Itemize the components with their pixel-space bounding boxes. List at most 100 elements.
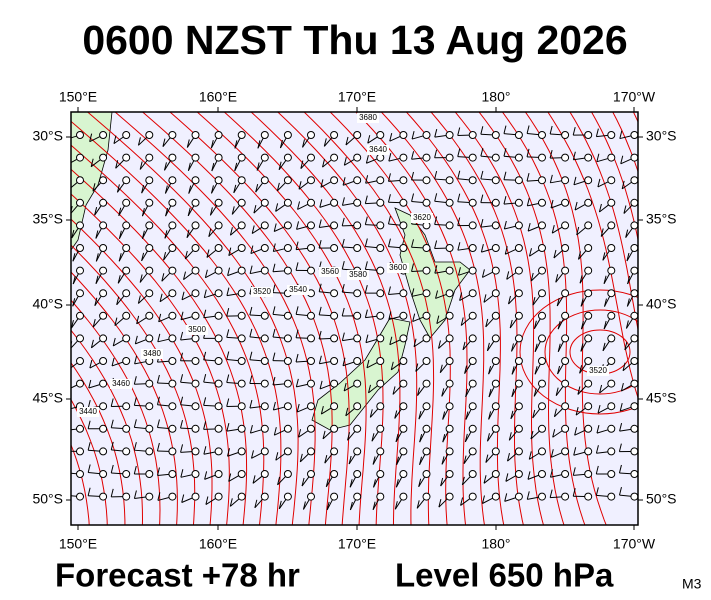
wind-barb bbox=[249, 351, 269, 365]
barb-shaft bbox=[319, 203, 331, 208]
barb-flag bbox=[526, 148, 530, 158]
barb-station bbox=[122, 334, 131, 343]
wind-barb bbox=[275, 447, 292, 461]
wind-barb bbox=[457, 266, 477, 276]
barb-flag bbox=[532, 297, 536, 306]
barb-station bbox=[237, 424, 246, 433]
barb-station bbox=[122, 289, 131, 298]
lon-label-top: 150°E bbox=[59, 89, 97, 105]
barb-flag bbox=[345, 136, 349, 146]
barb-flag bbox=[183, 271, 187, 280]
barb-shaft bbox=[302, 499, 310, 510]
barb-shaft bbox=[527, 226, 539, 232]
wind-barb bbox=[349, 470, 362, 488]
barb-shaft bbox=[88, 449, 100, 452]
title: 0600 NZST Thu 13 Aug 2026 bbox=[82, 17, 627, 63]
wind-barb bbox=[180, 396, 200, 411]
barb-station bbox=[99, 357, 108, 365]
barb-shaft bbox=[181, 294, 193, 301]
barb-station bbox=[307, 470, 315, 478]
barb-shaft bbox=[457, 178, 470, 181]
lon-label-top: 180° bbox=[482, 89, 511, 105]
barb-station bbox=[445, 379, 454, 388]
barb-flag bbox=[112, 337, 116, 347]
barb-flag bbox=[480, 126, 484, 135]
barb-shaft bbox=[72, 296, 79, 307]
barb-flag bbox=[229, 498, 233, 507]
barb-shaft bbox=[551, 452, 563, 458]
barb-station bbox=[538, 176, 546, 185]
barb-station bbox=[76, 131, 84, 139]
barb-station bbox=[399, 153, 408, 162]
barb-flag bbox=[387, 286, 391, 295]
barb-station bbox=[283, 153, 292, 162]
barb-shaft bbox=[88, 495, 100, 497]
barb-shaft bbox=[139, 160, 148, 170]
barb-shaft bbox=[550, 133, 562, 136]
barb-shaft bbox=[274, 429, 285, 436]
wind-barb bbox=[273, 221, 292, 232]
barb-station bbox=[76, 244, 84, 252]
barb-flag bbox=[206, 249, 210, 258]
barb-flag bbox=[620, 155, 624, 164]
barb-flag bbox=[110, 464, 114, 474]
wind-barb bbox=[136, 311, 154, 325]
wind-barb bbox=[209, 198, 223, 216]
barb-flag bbox=[457, 193, 461, 202]
barb-station bbox=[145, 402, 154, 411]
barb-station bbox=[122, 447, 131, 456]
barb-station bbox=[561, 311, 570, 320]
barb-station bbox=[376, 198, 385, 207]
barb-station bbox=[584, 447, 593, 456]
barb-station bbox=[422, 334, 431, 343]
barb-flag bbox=[365, 334, 369, 343]
barb-station bbox=[237, 266, 246, 275]
wind-barb bbox=[184, 244, 200, 260]
barb-shaft bbox=[186, 227, 194, 239]
contour-line bbox=[590, 112, 638, 243]
barb-station bbox=[307, 424, 315, 433]
barb-station bbox=[122, 492, 131, 501]
barb-station bbox=[584, 244, 593, 252]
barb-station bbox=[260, 402, 269, 411]
contour-label-box bbox=[186, 325, 208, 335]
barb-shaft bbox=[112, 339, 124, 347]
barb-shaft bbox=[508, 295, 517, 305]
barb-station bbox=[214, 424, 223, 433]
barb-flag bbox=[503, 171, 507, 180]
wind-barb bbox=[116, 176, 131, 193]
wind-barb bbox=[186, 131, 200, 148]
barb-shaft bbox=[529, 452, 540, 460]
barb-shaft bbox=[533, 386, 541, 397]
wind-barb bbox=[595, 445, 616, 456]
barb-flag bbox=[438, 340, 441, 349]
wind-barb bbox=[71, 424, 84, 433]
wind-barb bbox=[483, 470, 500, 484]
barb-flag bbox=[323, 138, 327, 147]
wind-barb bbox=[133, 397, 154, 411]
barb-station bbox=[376, 424, 385, 433]
barb-flag bbox=[65, 443, 67, 451]
barb-flag bbox=[395, 479, 399, 488]
barb-station bbox=[376, 402, 385, 411]
barb-flag bbox=[341, 283, 345, 293]
barb-flag bbox=[90, 339, 94, 348]
barb-flag bbox=[301, 477, 305, 487]
lon-label-top: 170°W bbox=[613, 89, 656, 105]
wind-barb bbox=[210, 176, 223, 194]
barb-shaft bbox=[530, 272, 540, 282]
barb-station bbox=[538, 198, 546, 207]
wind-barb bbox=[464, 424, 477, 443]
barb-shaft bbox=[203, 381, 216, 384]
lat-label-left: 50°S bbox=[32, 491, 63, 507]
barb-station bbox=[422, 424, 431, 433]
barb-shaft bbox=[621, 181, 632, 190]
wind-barb bbox=[572, 127, 593, 139]
barb-shaft bbox=[323, 137, 333, 147]
barb-flag bbox=[156, 419, 160, 428]
barb-flag bbox=[509, 319, 513, 329]
barb-shaft bbox=[388, 223, 400, 226]
barb-flag bbox=[503, 125, 507, 134]
barb-flag bbox=[95, 275, 99, 284]
